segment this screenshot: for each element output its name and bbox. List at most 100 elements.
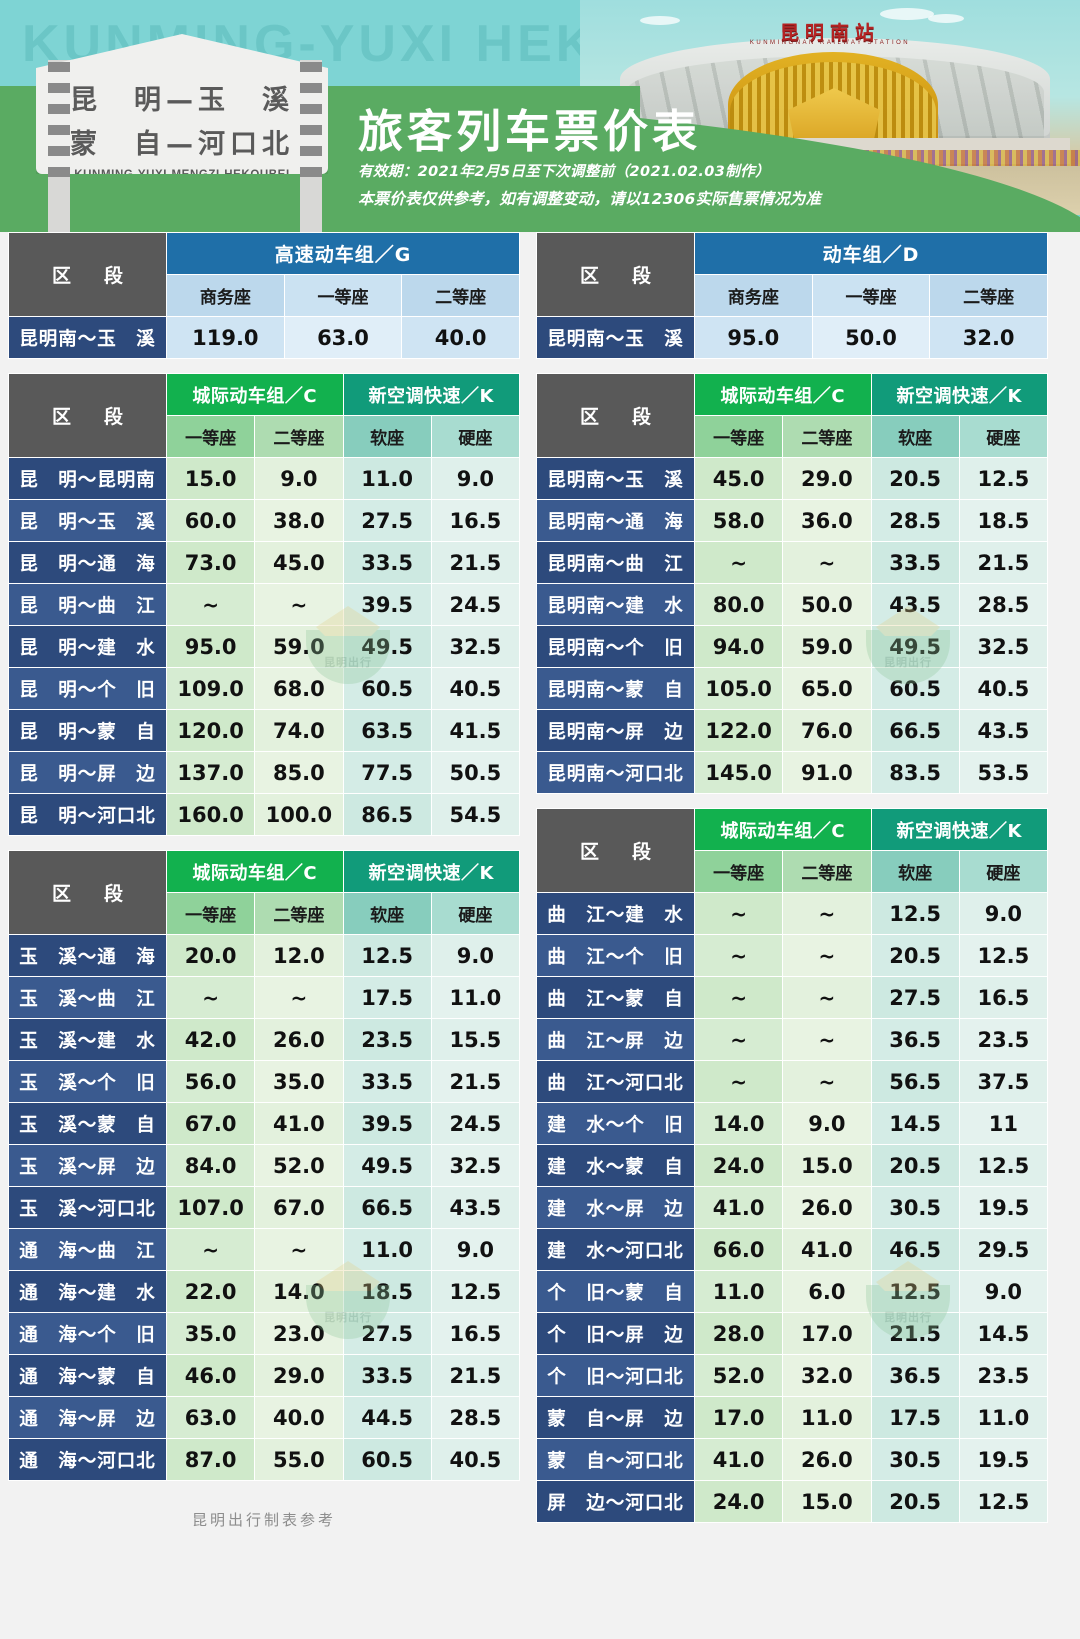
fare-value: 41.0 xyxy=(693,1438,784,1481)
fare-value: ~ xyxy=(693,541,784,584)
fare-value: 41.0 xyxy=(782,1228,872,1271)
fare-value: 32.0 xyxy=(782,1354,872,1397)
fare-value: 105.0 xyxy=(693,667,784,710)
table-row: 蒙 自～河口北 41.0 26.0 30.5 19.5 xyxy=(536,1438,1049,1481)
table-row: 昆明南～曲 江 ~ ~33.5 21.5 xyxy=(536,541,1049,584)
table-row: 昆 明～玉 溪 60.0 38.0 27.5 16.5 xyxy=(8,499,521,542)
fare-value: 66.5 xyxy=(870,709,960,752)
fare-value: 68.0 xyxy=(254,667,344,710)
fare-value: 36.0 xyxy=(782,499,872,542)
fare-value: 14.0 xyxy=(693,1102,784,1145)
table-row: 玉 溪～屏 边 84.0 52.0 49.5 32.5 xyxy=(8,1144,521,1187)
column-header-hard: 硬座 xyxy=(958,850,1049,893)
column-header-second: 二等座 xyxy=(254,415,344,458)
fare-value: 12.5 xyxy=(870,892,960,935)
fare-value: 55.0 xyxy=(254,1438,344,1481)
fare-value: 63.0 xyxy=(283,316,403,359)
table-row: 曲 江～个 旧 ~ ~20.5 12.5 xyxy=(536,934,1049,977)
column-header-soft: 软座 xyxy=(870,415,960,458)
segment-label: 曲 江～屏 边 xyxy=(536,1018,695,1061)
segment-label: 昆 明～屏 边 xyxy=(8,751,167,794)
fare-value: 49.5 xyxy=(342,625,432,668)
segment-label: 个 旧～蒙 自 xyxy=(536,1270,695,1313)
fare-value: 94.0 xyxy=(693,625,784,668)
segment-label: 玉 溪～蒙 自 xyxy=(8,1102,167,1145)
column-header-second: 二等座 xyxy=(929,274,1048,317)
fare-value: 66.5 xyxy=(342,1186,432,1229)
left-column: 区 段 高速动车组／G 商务座 一等座 二等座 昆明南～玉 溪 119.0 63… xyxy=(8,232,521,1540)
fare-value: 24.0 xyxy=(693,1144,784,1187)
fare-value: 9.0 xyxy=(782,1102,872,1145)
fare-value: 58.0 xyxy=(693,499,784,542)
fare-value: 42.0 xyxy=(165,1018,256,1061)
table-row: 昆明南～玉 溪 45.0 29.0 20.5 12.5 xyxy=(536,457,1049,500)
fare-value: 11.0 xyxy=(693,1270,784,1313)
fare-value: 39.5 xyxy=(342,1102,432,1145)
fare-value: 91.0 xyxy=(782,751,872,794)
fare-value: 56.0 xyxy=(165,1060,256,1103)
fare-value: 145.0 xyxy=(693,751,784,794)
fare-value: 9.0 xyxy=(254,457,344,500)
fare-value: 160.0 xyxy=(165,793,256,836)
table-row: 曲 江～建 水 ~ ~12.5 9.0 xyxy=(536,892,1049,935)
table-row: 玉 溪～曲 江 ~ ~17.5 11.0 xyxy=(8,976,521,1019)
fare-value: 21.5 xyxy=(430,541,521,584)
table-row: 建 水～河口北 66.0 41.0 46.5 29.5 xyxy=(536,1228,1049,1271)
segment-label: 昆 明～曲 江 xyxy=(8,583,167,626)
fare-table-d: 区 段 动车组／D 商务座 一等座 二等座 昆明南～玉 溪 95.0 50.0 … xyxy=(536,232,1048,359)
fare-value: 19.5 xyxy=(958,1438,1049,1481)
segment-label: 昆明南～玉 溪 xyxy=(8,316,167,359)
fare-value: 20.0 xyxy=(165,934,256,977)
fare-value: 23.5 xyxy=(958,1354,1049,1397)
table-row: 曲 江～蒙 自 ~ ~27.5 16.5 xyxy=(536,976,1049,1019)
fare-table-yuxi: 区 段 城际动车组／C 新空调快速／K 一等座 二等座 软座 硬座 玉 溪～通 … xyxy=(8,850,521,1481)
fare-value: 12.5 xyxy=(870,1270,960,1313)
segment-header: 区 段 xyxy=(536,373,695,458)
table-row: 个 旧～屏 边 28.0 17.0 21.5 14.5 xyxy=(536,1312,1049,1355)
segment-label: 玉 溪～屏 边 xyxy=(8,1144,167,1187)
table-row: 昆 明～昆明南 15.0 9.0 11.0 9.0 xyxy=(8,457,521,500)
fare-value: 19.5 xyxy=(958,1186,1049,1229)
table-row: 昆 明～河口北 160.0 100.0 86.5 54.5 xyxy=(8,793,521,836)
fare-value: ~ xyxy=(165,583,256,626)
segment-label: 通 海～蒙 自 xyxy=(8,1354,167,1397)
segment-label: 昆明南～玉 溪 xyxy=(536,457,695,500)
table-row: 昆 明～屏 边 137.0 85.0 77.5 50.5 xyxy=(8,751,521,794)
segment-label: 曲 江～个 旧 xyxy=(536,934,695,977)
fare-value: 29.5 xyxy=(958,1228,1049,1271)
table-row: 昆明南～屏 边 122.0 76.0 66.5 43.5 xyxy=(536,709,1049,752)
fare-value: 60.5 xyxy=(870,667,960,710)
fare-value: 52.0 xyxy=(254,1144,344,1187)
fare-value: 53.5 xyxy=(958,751,1049,794)
column-header-first: 一等座 xyxy=(693,415,784,458)
table-row: 昆 明～通 海 73.0 45.0 33.5 21.5 xyxy=(8,541,521,584)
fare-value: 33.5 xyxy=(342,1354,432,1397)
table-row: 通 海～屏 边 63.0 40.0 44.5 28.5 xyxy=(8,1396,521,1439)
group-header-c: 城际动车组／C xyxy=(694,808,872,851)
segment-label: 昆明南～建 水 xyxy=(536,583,695,626)
segment-label: 曲 江～蒙 自 xyxy=(536,976,695,1019)
fare-value: 49.5 xyxy=(870,625,960,668)
signpost-rungs-right xyxy=(300,62,322,178)
fare-value: 67.0 xyxy=(165,1102,256,1145)
fare-value: 60.0 xyxy=(165,499,256,542)
fare-value: 22.0 xyxy=(165,1270,256,1313)
fare-value: 50.0 xyxy=(782,583,872,626)
fare-value: 41.0 xyxy=(254,1102,344,1145)
table-subheader-row: 商务座 一等座 二等座 xyxy=(537,274,1048,317)
fare-value: 59.0 xyxy=(782,625,872,668)
table-row: 建 水～蒙 自 24.0 15.0 20.5 12.5 xyxy=(536,1144,1049,1187)
fare-value: 35.0 xyxy=(165,1312,256,1355)
fare-value: 67.0 xyxy=(254,1186,344,1229)
fare-value: 86.5 xyxy=(342,793,432,836)
fare-value: ~ xyxy=(782,976,872,1019)
fare-value: 44.5 xyxy=(342,1396,432,1439)
fare-value: 18.5 xyxy=(958,499,1049,542)
disclaimer-note: 本票价表仅供参考，如有调整变动，请以12306实际售票情况为准 xyxy=(358,190,822,209)
segment-header: 区 段 xyxy=(536,232,695,317)
fare-value: 24.0 xyxy=(693,1480,784,1523)
table-row: 建 水～个 旧 14.0 9.0 14.5 11 xyxy=(536,1102,1049,1145)
segment-label: 通 海～屏 边 xyxy=(8,1396,167,1439)
table-row: 通 海～个 旧 35.0 23.0 27.5 16.5 xyxy=(8,1312,521,1355)
fare-value: 77.5 xyxy=(342,751,432,794)
